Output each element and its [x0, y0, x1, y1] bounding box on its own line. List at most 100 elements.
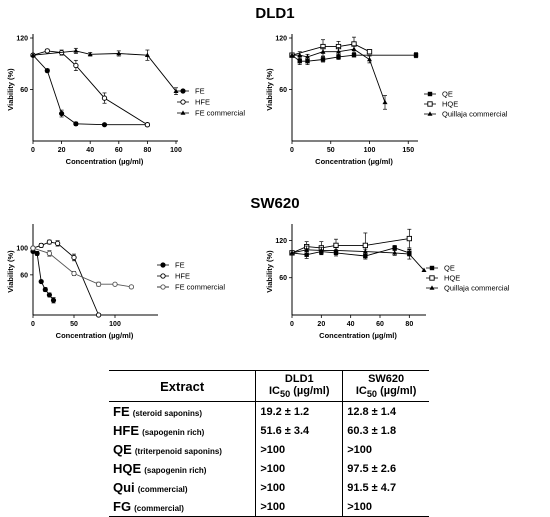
row-extract: FE (steroid saponins) [109, 402, 256, 422]
x-tick-label: 0 [31, 321, 35, 328]
y-tick-label: 120 [275, 36, 287, 43]
charts-canvas: 0 20 40 60 80 100 60 120 Concentration (µg/ml) Vi… [6, 34, 510, 340]
y-tick-label: 120 [275, 238, 287, 245]
data-point [38, 242, 44, 249]
header-dld1-ic: IC [269, 385, 280, 397]
legend-marker [160, 284, 166, 290]
legend-label: QE [444, 264, 455, 273]
header-dld1-label: DLD1 [284, 373, 314, 385]
data-point [351, 52, 357, 58]
header-dld1-unit: (µg/ml) [290, 385, 330, 397]
data-point [71, 270, 77, 277]
legend-label: FE [195, 87, 205, 96]
data-point [305, 54, 310, 59]
legend-marker [160, 262, 166, 268]
x-tick-label: 80 [144, 147, 152, 154]
x-tick-label: 50 [70, 321, 78, 328]
legend-label: HFE [195, 98, 210, 107]
row-note: (sapogenin rich) [144, 466, 207, 476]
x-tick-label: 50 [327, 147, 335, 154]
data-point [382, 99, 388, 105]
x-tick-label: 40 [347, 321, 355, 328]
x-tick-label: 0 [31, 147, 35, 154]
legend-label: Quillaja commercial [444, 284, 510, 293]
data-point [128, 284, 135, 290]
data-point [46, 239, 53, 245]
legend-label: FE commercial [195, 109, 245, 118]
x-axis-label: Concentration (µg/ml) [319, 331, 397, 340]
legend-marker [429, 265, 435, 271]
series-line [32, 50, 148, 126]
legend-marker [427, 91, 433, 97]
table-row: FE (steroid saponins) 19.2 ± 1.2 12.8 ± 1.… [109, 401, 429, 422]
x-tick-label: 100 [109, 321, 121, 328]
y-tick-label: 60 [20, 272, 28, 279]
data-point [44, 48, 50, 54]
data-point [73, 121, 79, 127]
row-extract: QE (triterpenoid saponins) [109, 440, 256, 459]
data-point [421, 267, 427, 273]
header-sw620-label: SW620 [368, 373, 405, 385]
row-name: FG [113, 499, 132, 515]
row-dld1: >100 [255, 440, 343, 460]
legend-label: QE [442, 90, 453, 99]
x-tick-label: 20 [317, 321, 325, 328]
section-title-dld1: DLD1 [255, 5, 295, 22]
data-point [95, 312, 102, 318]
row-sw620: >100 [342, 497, 429, 517]
row-note: (sapogenin rich) [142, 428, 205, 438]
row-dld1: 51.6 ± 3.4 [255, 421, 343, 441]
table-row: Qui (commercial) >100 91.5 ± 4.7 [109, 478, 429, 498]
header-extract: Extract [109, 370, 256, 403]
row-note: (steroid saponins) [132, 409, 203, 419]
data-point [46, 250, 53, 257]
y-axis-label: Viability (%) [6, 250, 15, 293]
row-dld1: >100 [255, 478, 343, 498]
data-point [87, 51, 93, 57]
row-sw620: 12.8 ± 1.4 [342, 401, 429, 422]
data-point [318, 247, 324, 253]
data-point [71, 254, 77, 261]
series-line [32, 54, 148, 126]
series-line [32, 247, 132, 288]
x-tick-label: 150 [402, 147, 414, 154]
x-tick-label: 60 [115, 147, 123, 154]
row-extract: HFE (sapogenin rich) [109, 421, 256, 440]
row-sw620: 97.5 ± 2.6 [342, 459, 429, 479]
row-name: HFE [113, 423, 139, 439]
header-sw620-ic: IC [355, 385, 367, 397]
data-point [392, 245, 397, 251]
table-row: QE (triterpenoid saponins) >100 >100 [109, 440, 429, 460]
row-name: QE [113, 442, 132, 458]
y-axis-label: Viability (%) [265, 68, 274, 111]
legend-marker [429, 275, 435, 281]
data-point [362, 242, 368, 249]
row-sw620: 60.3 ± 1.8 [342, 421, 429, 441]
legend-label: FE [175, 261, 185, 270]
data-point [320, 57, 326, 62]
legend-marker [180, 110, 186, 115]
row-dld1: >100 [255, 497, 343, 517]
data-point [406, 251, 412, 256]
section-title-sw620: SW620 [250, 195, 300, 212]
x-axis-label: Concentration (µg/ml) [56, 331, 134, 340]
row-extract: FG (commercial) [109, 497, 256, 517]
y-axis-label: Viability (%) [6, 68, 15, 111]
row-sw620: 91.5 ± 4.7 [342, 478, 429, 498]
data-point [54, 240, 61, 247]
data-point [58, 110, 65, 117]
series-line [32, 241, 100, 316]
data-point [34, 250, 40, 257]
data-point [351, 46, 357, 51]
row-note: (triterpenoid saponins) [134, 447, 222, 457]
legend-marker [427, 111, 433, 116]
data-point [297, 52, 303, 57]
row-name: Qui [113, 480, 135, 496]
legend-label: HQE [442, 100, 458, 109]
header-dld1: DLD1 IC50 (µg/ml) [255, 370, 343, 403]
row-name: FE [113, 404, 130, 420]
header-sw620: SW620 IC50 (µg/ml) [342, 370, 429, 403]
x-tick-label: 80 [405, 321, 413, 328]
x-tick-label: 60 [376, 321, 384, 328]
y-tick-label: 100 [16, 246, 28, 253]
